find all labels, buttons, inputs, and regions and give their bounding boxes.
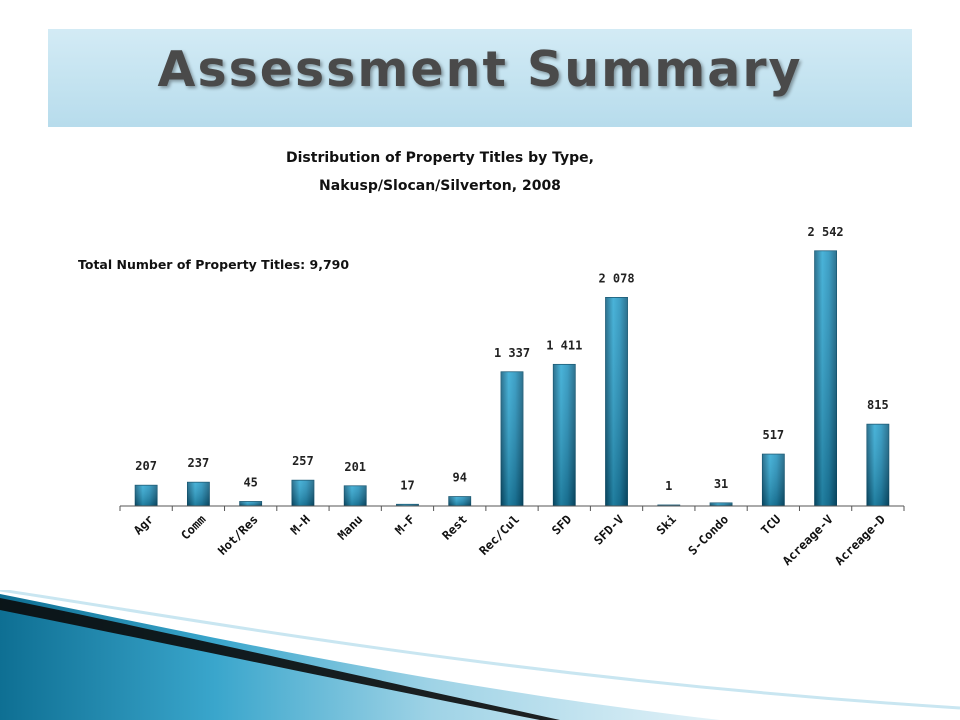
bar-shading bbox=[866, 424, 889, 506]
bar-manu bbox=[343, 485, 367, 507]
x-tick-label: Hot/Res bbox=[215, 512, 261, 558]
data-label: 17 bbox=[400, 478, 414, 492]
bar-rest bbox=[448, 496, 472, 507]
data-label: 815 bbox=[867, 398, 889, 412]
bar-acreage-v bbox=[814, 250, 837, 507]
bar-shading bbox=[239, 501, 262, 506]
x-tick-label: Acreage-V bbox=[780, 512, 836, 568]
bar-rec-cul bbox=[500, 371, 524, 507]
bar-shading bbox=[553, 364, 576, 506]
data-label: 237 bbox=[188, 456, 210, 470]
bar-shading bbox=[814, 250, 837, 506]
x-tick-label: SFD-V bbox=[591, 512, 626, 547]
x-tick-label: Rest bbox=[440, 512, 470, 542]
x-tick-label: M-F bbox=[392, 512, 417, 537]
x-tick-label: TCU bbox=[758, 512, 783, 537]
bar-hot-res bbox=[239, 501, 263, 507]
bar-m-h bbox=[291, 479, 315, 507]
x-tick-label: S-Condo bbox=[686, 512, 732, 558]
bar-shading bbox=[448, 496, 471, 506]
bar-shading bbox=[710, 502, 733, 506]
data-label: 31 bbox=[714, 477, 728, 491]
data-label: 2 542 bbox=[808, 225, 844, 239]
bar-shading bbox=[344, 485, 367, 506]
title-banner: Assessment Summary bbox=[48, 29, 912, 127]
data-label: 94 bbox=[453, 471, 467, 485]
bar-shading bbox=[605, 297, 628, 506]
footer-swoosh bbox=[0, 590, 960, 720]
x-tick-label: Ski bbox=[654, 512, 679, 537]
data-label: 257 bbox=[292, 454, 314, 468]
bar-tcu bbox=[761, 453, 785, 507]
x-tick-label: SFD bbox=[549, 512, 574, 537]
bar-comm bbox=[186, 481, 210, 507]
chart-title: Distribution of Property Titles by Type, bbox=[286, 150, 594, 166]
x-tick-label: Manu bbox=[335, 512, 365, 542]
x-tick-label: Acreage-D bbox=[832, 512, 888, 568]
data-label: 207 bbox=[135, 459, 157, 473]
total-titles-note: Total Number of Property Titles: 9,790 bbox=[78, 257, 350, 272]
bar-sfd bbox=[552, 363, 576, 507]
x-tick-label: Agr bbox=[131, 512, 156, 537]
x-tick-label: Comm bbox=[178, 512, 208, 542]
bar-shading bbox=[187, 482, 210, 506]
data-label: 2 078 bbox=[598, 271, 634, 285]
data-label: 1 411 bbox=[546, 338, 582, 352]
bar-sfd-v bbox=[605, 297, 628, 507]
data-label: 1 337 bbox=[494, 346, 530, 360]
bar-agr bbox=[134, 484, 158, 507]
data-label: 45 bbox=[243, 475, 257, 489]
slide-title: Assessment Summary bbox=[157, 41, 803, 98]
bar-shading bbox=[135, 485, 158, 506]
bar-acreage-d bbox=[866, 423, 890, 507]
bar-shading bbox=[291, 480, 314, 506]
bar-shading bbox=[396, 504, 419, 506]
bar-shading bbox=[501, 371, 523, 506]
data-label: 201 bbox=[344, 460, 366, 474]
x-tick-label: M-H bbox=[288, 512, 313, 537]
data-label: 1 bbox=[665, 479, 672, 493]
data-label: 517 bbox=[762, 428, 784, 442]
bar-shading bbox=[762, 454, 785, 506]
x-tick-label: Rec/Cul bbox=[476, 512, 522, 558]
chart-subtitle: Nakusp/Slocan/Silverton, 2008 bbox=[319, 178, 561, 194]
